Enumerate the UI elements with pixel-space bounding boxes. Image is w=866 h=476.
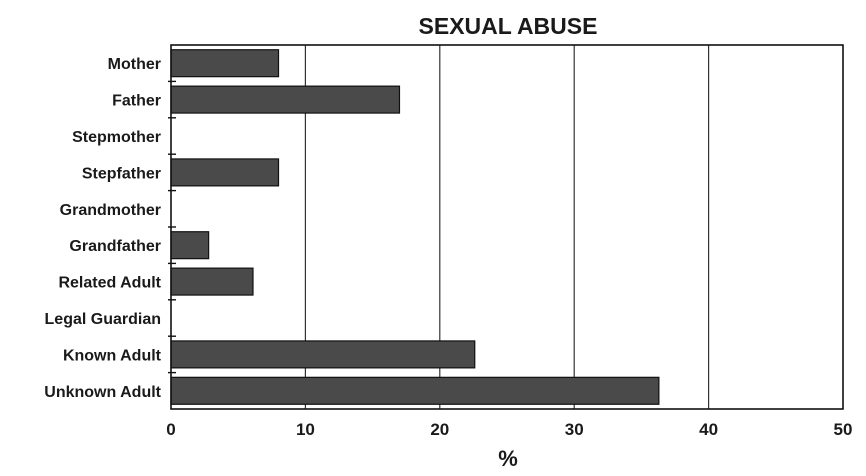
category-label-8: Known Adult	[63, 347, 162, 364]
category-label-6: Related Adult	[58, 275, 161, 292]
category-label-2: Stepmother	[72, 129, 161, 146]
x-tick-label-2: 20	[430, 420, 449, 439]
chart-title: SEXUAL ABUSE	[419, 13, 598, 39]
category-labels: Mother Father Stepmother Stepfather Grandmot…	[44, 56, 161, 401]
bar-1	[170, 85, 401, 114]
x-tick-label-3: 30	[565, 420, 584, 439]
x-axis-label: %	[498, 446, 518, 471]
category-label-7: Legal Guardian	[45, 311, 161, 328]
y-ticks	[168, 80, 176, 374]
category-label-3: Stepfather	[82, 165, 161, 182]
bar-3	[170, 158, 280, 187]
category-label-9: Unknown Adult	[44, 384, 161, 401]
bar-6	[170, 267, 254, 296]
category-label-0: Mother	[108, 56, 161, 73]
bar-5	[170, 231, 210, 260]
category-label-5: Grandfather	[69, 238, 161, 255]
x-tick-labels: 0 10 20 30 40 50	[166, 420, 852, 439]
x-tick-label-0: 0	[166, 420, 175, 439]
bar-0	[170, 49, 280, 78]
bar-8	[170, 340, 476, 369]
x-tick-label-5: 50	[834, 420, 853, 439]
x-tick-label-1: 10	[296, 420, 315, 439]
x-tick-label-4: 40	[699, 420, 718, 439]
bar-9	[170, 376, 660, 405]
bars	[170, 49, 660, 405]
category-label-1: Father	[112, 93, 161, 110]
category-label-4: Grandmother	[60, 202, 161, 219]
